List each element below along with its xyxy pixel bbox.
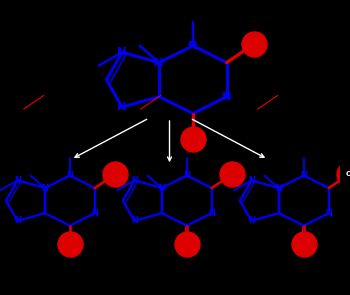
- Text: N: N: [14, 176, 21, 185]
- Text: N: N: [66, 171, 74, 180]
- Text: N: N: [222, 92, 231, 101]
- Text: N: N: [131, 217, 138, 225]
- Text: N: N: [275, 183, 282, 193]
- Text: N: N: [183, 171, 190, 180]
- Text: N: N: [91, 209, 98, 218]
- Text: N: N: [14, 217, 21, 225]
- Text: N: N: [117, 102, 127, 112]
- Text: O: O: [229, 171, 235, 177]
- Text: N: N: [248, 176, 255, 185]
- Text: O: O: [346, 171, 350, 177]
- Text: N: N: [300, 171, 307, 180]
- Text: N: N: [325, 209, 332, 218]
- Text: N: N: [41, 183, 48, 193]
- Text: O: O: [184, 242, 190, 248]
- Text: N: N: [117, 47, 127, 57]
- Text: O: O: [67, 242, 73, 248]
- Text: O: O: [189, 134, 197, 144]
- Text: N: N: [208, 209, 215, 218]
- Text: O: O: [250, 39, 258, 49]
- Text: N: N: [188, 41, 198, 51]
- Text: O: O: [301, 242, 307, 248]
- Text: O: O: [112, 171, 118, 177]
- Text: N: N: [131, 176, 138, 185]
- Text: N: N: [158, 183, 166, 193]
- Text: N: N: [248, 217, 255, 225]
- Text: N: N: [154, 58, 164, 68]
